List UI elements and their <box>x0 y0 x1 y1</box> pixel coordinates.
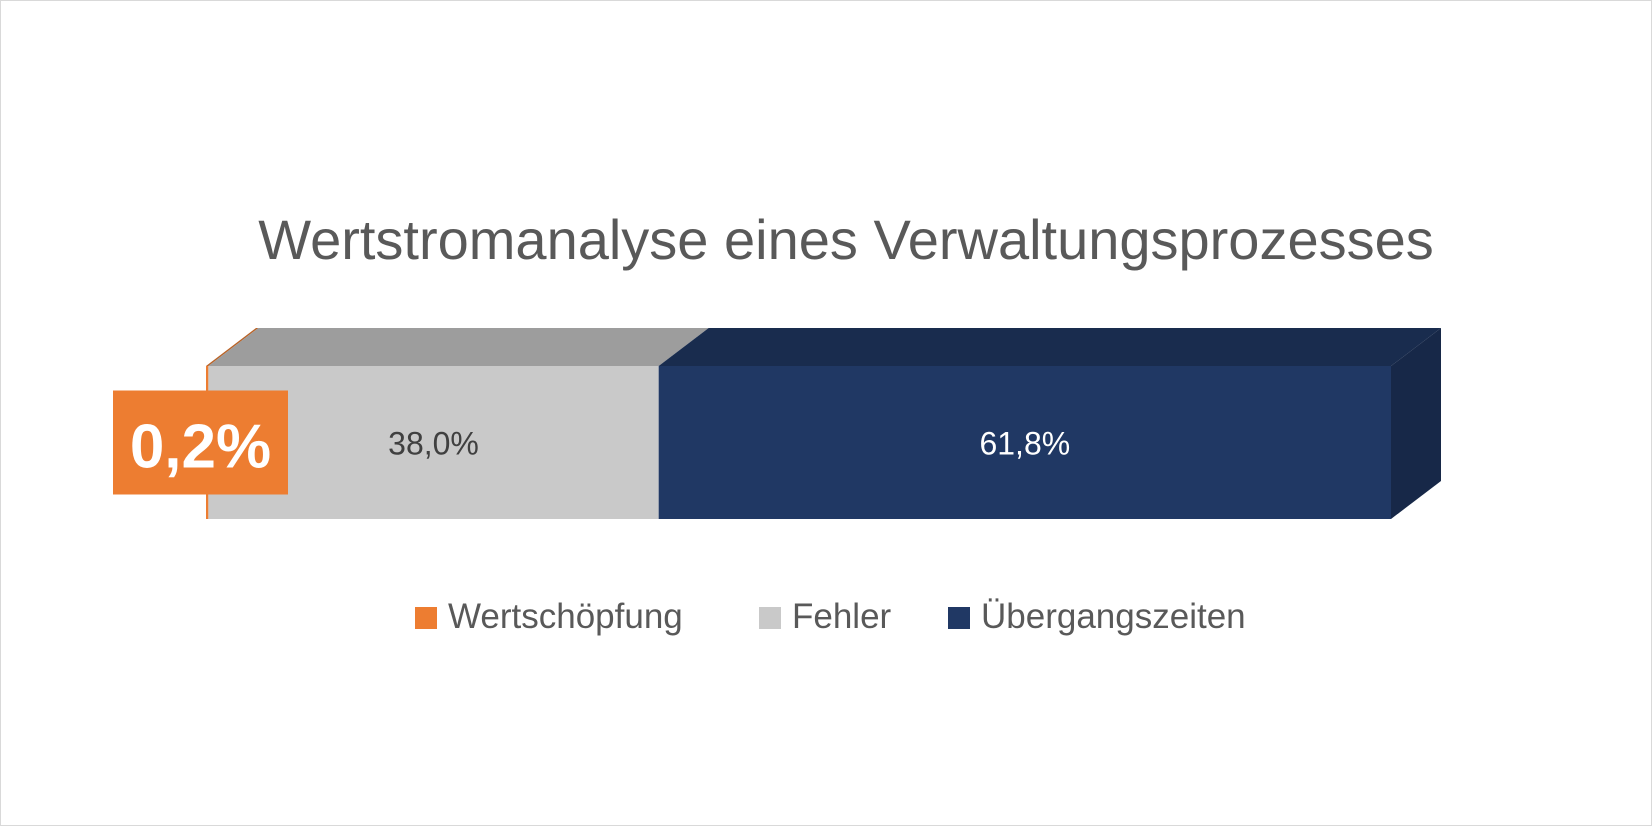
legend-label-wertschoepfung: Wertschöpfung <box>448 597 683 636</box>
data-label-wertschoepfung: 0,2% <box>130 413 271 482</box>
bar-side-uebergangszeiten <box>1391 328 1441 519</box>
bar-top-fehler <box>208 328 709 366</box>
bar-group <box>206 328 1441 519</box>
legend-label-uebergangszeiten: Übergangszeiten <box>981 597 1246 636</box>
legend-swatch-fehler <box>759 607 781 629</box>
bar-front-uebergangszeiten <box>658 366 1391 519</box>
bar-top-uebergangszeiten <box>658 328 1441 366</box>
legend-swatch-uebergangszeiten <box>948 607 970 629</box>
data-label-group: 0,2% 38,0% 61,8% <box>113 390 1070 495</box>
legend-swatch-wertschoepfung <box>415 607 437 629</box>
data-label-fehler: 38,0% <box>388 426 479 462</box>
data-label-uebergangszeiten: 61,8% <box>979 426 1070 462</box>
chart-title: Wertstromanalyse eines Verwaltungsprozes… <box>258 208 1434 271</box>
bar-top-wertschoepfung <box>206 328 259 366</box>
data-label-box-wertschoepfung <box>113 390 288 495</box>
legend-label-fehler: Fehler <box>792 597 892 636</box>
legend: Wertschöpfung Fehler Übergangszeiten <box>415 597 1246 636</box>
